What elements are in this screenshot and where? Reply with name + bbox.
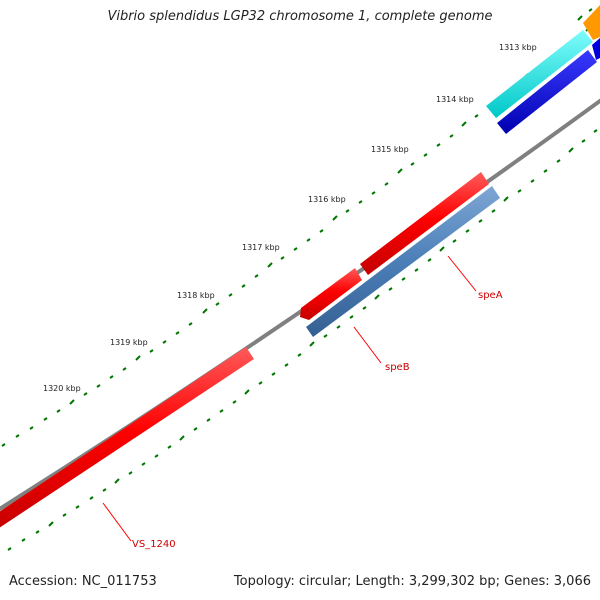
tick-label: 1319 kbp [110, 338, 148, 347]
tick-label: 1314 kbp [436, 95, 474, 104]
gene-label-speA: speA [478, 290, 503, 301]
feature-cyan [486, 30, 593, 118]
gene-labels: speA speB VS_1240 [132, 290, 503, 550]
tick-label: 1315 kbp [371, 145, 409, 154]
gene-label-lines [102, 255, 477, 542]
gene-feature-speB [300, 268, 362, 320]
feature-blue [497, 50, 597, 134]
accession-text: Accession: NC_011753 [9, 574, 157, 589]
gene-feature-VS_1240 [0, 347, 254, 528]
outer-tick-row [1, 8, 593, 447]
inner-tick-row [7, 129, 598, 551]
tick-label: 1316 kbp [308, 195, 346, 204]
gene-label-VS_1240: VS_1240 [132, 539, 176, 550]
tick-labels: 1313 kbp 1314 kbp 1315 kbp 1316 kbp 1317… [43, 43, 537, 393]
gene-feature-reverse [306, 186, 500, 337]
map-title: Vibrio splendidus LGP32 chromosome 1, co… [107, 9, 493, 24]
summary-text: Topology: circular; Length: 3,299,302 bp… [233, 574, 591, 589]
tick-label: 1313 kbp [499, 43, 537, 52]
tick-label: 1317 kbp [242, 243, 280, 252]
feature-blue-right [592, 38, 600, 60]
gene-label-speB: speB [385, 362, 410, 373]
feature-orange [583, 5, 600, 40]
tick-label: 1318 kbp [177, 291, 215, 300]
tick-label: 1320 kbp [43, 384, 81, 393]
gene-feature-speA [360, 172, 489, 275]
